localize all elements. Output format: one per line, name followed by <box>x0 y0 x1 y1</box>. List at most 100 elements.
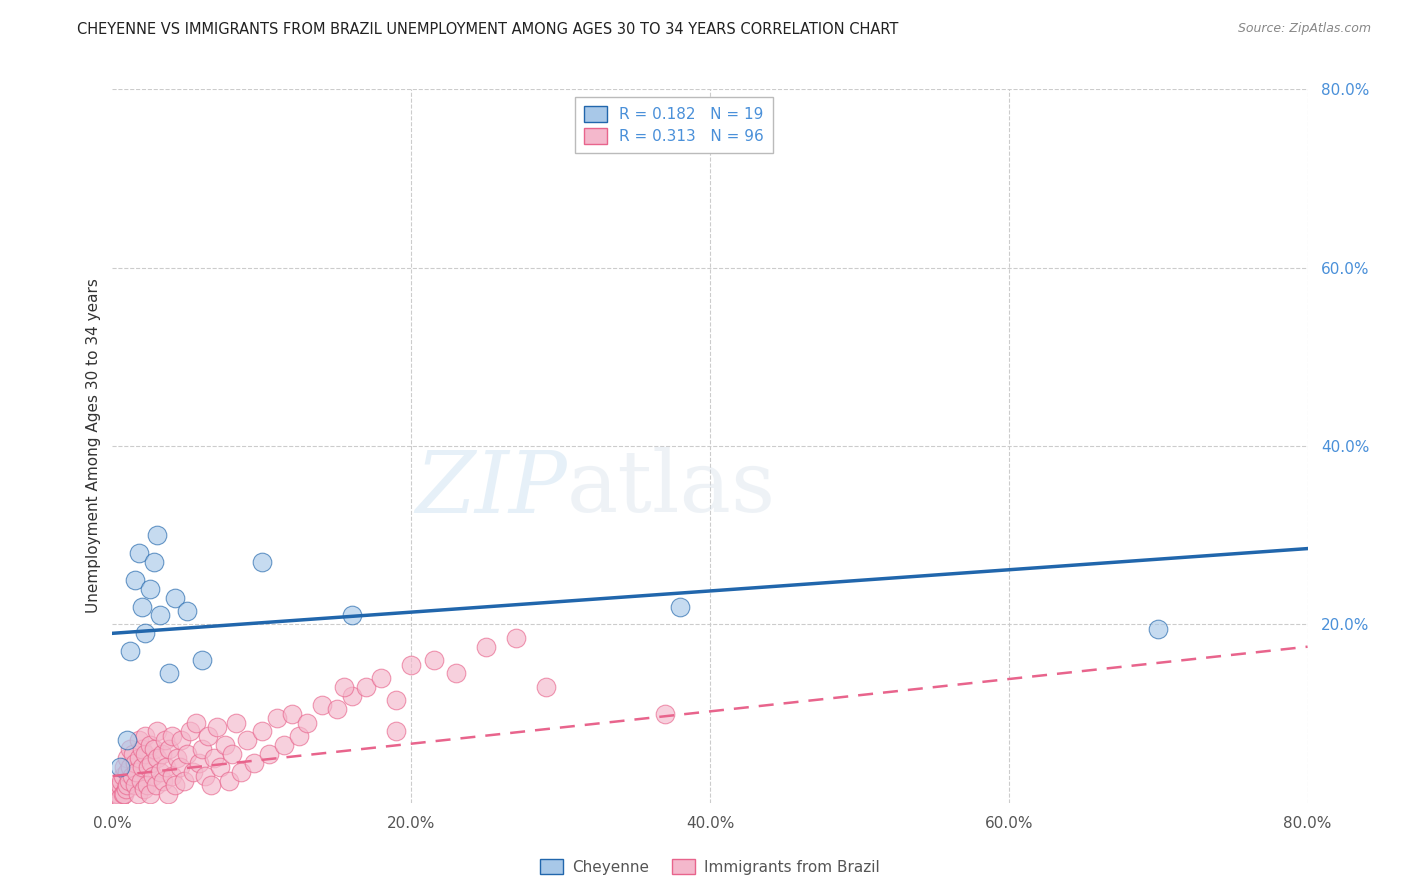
Point <box>157 666 180 681</box>
Legend: R = 0.182   N = 19, R = 0.313   N = 96: R = 0.182 N = 19, R = 0.313 N = 96 <box>575 97 773 153</box>
Point <box>155 760 177 774</box>
Point <box>146 751 169 765</box>
Point <box>146 528 169 542</box>
Point <box>169 760 191 774</box>
Point <box>162 769 183 783</box>
Point <box>166 751 188 765</box>
Point <box>117 733 139 747</box>
Point <box>281 706 304 721</box>
Point <box>135 778 157 792</box>
Point <box>120 742 142 756</box>
Text: CHEYENNE VS IMMIGRANTS FROM BRAZIL UNEMPLOYMENT AMONG AGES 30 TO 34 YEARS CORREL: CHEYENNE VS IMMIGRANTS FROM BRAZIL UNEMP… <box>77 22 898 37</box>
Point <box>669 599 692 614</box>
Point <box>131 742 153 756</box>
Point <box>176 747 198 761</box>
Point <box>333 680 356 694</box>
Point <box>288 729 311 743</box>
Point <box>340 689 363 703</box>
Point <box>118 773 141 788</box>
Point <box>114 760 135 774</box>
Point <box>108 760 131 774</box>
Point <box>176 604 198 618</box>
Point <box>121 769 143 783</box>
Point <box>250 724 273 739</box>
Point <box>356 680 378 694</box>
Point <box>117 751 139 765</box>
Point <box>149 608 172 623</box>
Point <box>131 760 153 774</box>
Point <box>111 787 134 801</box>
Point <box>117 764 139 779</box>
Point <box>385 693 408 707</box>
Point <box>128 733 150 747</box>
Point <box>165 778 187 792</box>
Point <box>173 773 195 788</box>
Point <box>114 787 135 801</box>
Point <box>157 742 180 756</box>
Point <box>128 751 150 765</box>
Point <box>146 724 169 739</box>
Point <box>205 720 228 734</box>
Point <box>139 787 162 801</box>
Point <box>1147 622 1170 636</box>
Point <box>250 555 273 569</box>
Point <box>145 778 167 792</box>
Point <box>104 787 127 801</box>
Point <box>139 738 162 752</box>
Point <box>108 791 131 805</box>
Point <box>181 764 204 779</box>
Point <box>422 653 444 667</box>
Point <box>149 764 172 779</box>
Point <box>107 787 129 801</box>
Point <box>259 747 281 761</box>
Point <box>152 773 174 788</box>
Point <box>128 546 150 560</box>
Point <box>162 729 183 743</box>
Point <box>143 555 166 569</box>
Point <box>170 733 193 747</box>
Point <box>125 764 148 779</box>
Point <box>143 742 166 756</box>
Point <box>134 626 156 640</box>
Point <box>117 778 139 792</box>
Point <box>654 706 676 721</box>
Point <box>141 756 163 770</box>
Point <box>108 778 131 792</box>
Point <box>191 742 214 756</box>
Point <box>138 760 160 774</box>
Point <box>475 640 498 654</box>
Point <box>120 644 142 658</box>
Point <box>214 738 236 752</box>
Point <box>156 787 179 801</box>
Point <box>273 738 295 752</box>
Point <box>150 747 173 761</box>
Point <box>134 747 156 761</box>
Point <box>139 582 162 596</box>
Point <box>243 756 266 770</box>
Point <box>105 782 128 797</box>
Point <box>295 715 318 730</box>
Point <box>311 698 333 712</box>
Point <box>229 764 252 779</box>
Point <box>188 756 211 770</box>
Point <box>401 657 423 672</box>
Point <box>153 733 176 747</box>
Text: Source: ZipAtlas.com: Source: ZipAtlas.com <box>1237 22 1371 36</box>
Text: atlas: atlas <box>567 447 776 531</box>
Point <box>165 591 187 605</box>
Y-axis label: Unemployment Among Ages 30 to 34 years: Unemployment Among Ages 30 to 34 years <box>86 278 101 614</box>
Point <box>225 715 247 730</box>
Point <box>124 778 146 792</box>
Point <box>197 729 219 743</box>
Point <box>131 599 153 614</box>
Point <box>111 769 134 783</box>
Point <box>124 573 146 587</box>
Point <box>340 608 363 623</box>
Point <box>115 782 138 797</box>
Point <box>179 724 201 739</box>
Point <box>236 733 259 747</box>
Point <box>325 702 347 716</box>
Point <box>120 760 142 774</box>
Text: ZIP: ZIP <box>415 448 567 530</box>
Point <box>200 778 222 792</box>
